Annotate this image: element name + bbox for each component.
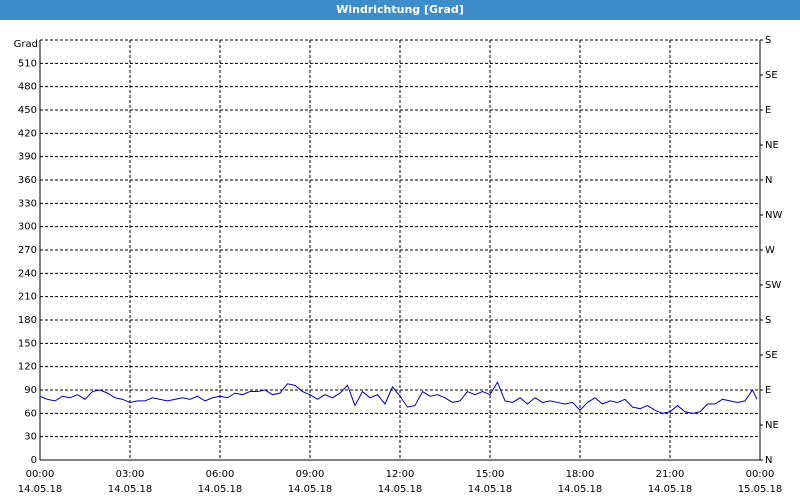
x-tick-date: 14.05.18	[558, 484, 603, 495]
y-tick-label: 60	[24, 408, 37, 419]
y-tick-label: 30	[24, 432, 37, 443]
y-tick-label: 390	[18, 152, 37, 163]
title-bar	[0, 0, 800, 20]
x-tick-date: 14.05.18	[198, 484, 243, 495]
y-tick-label: 330	[18, 198, 37, 209]
y2-tick-label: NE	[765, 420, 779, 431]
y-tick-label: 480	[18, 82, 37, 93]
x-tick-label: 00:00	[26, 469, 55, 480]
y2-tick-label: N	[765, 455, 772, 466]
y-tick-label: 360	[18, 175, 37, 186]
y2-tick-label: E	[765, 105, 771, 116]
y2-tick-label: S	[765, 35, 771, 46]
y-tick-label: 300	[18, 222, 37, 233]
y-tick-label: 90	[24, 385, 37, 396]
y2-tick-label: E	[765, 385, 771, 396]
y-tick-label: 180	[18, 315, 37, 326]
y-tick-label: 120	[18, 362, 37, 373]
x-tick-date: 14.05.18	[18, 484, 63, 495]
y2-tick-label: NE	[765, 140, 779, 151]
x-tick-label: 12:00	[386, 469, 415, 480]
y-tick-label: 0	[31, 455, 37, 466]
y-tick-label: 240	[18, 268, 37, 279]
x-tick-label: 18:00	[566, 469, 595, 480]
x-tick-date: 14.05.18	[468, 484, 513, 495]
y2-tick-label: W	[765, 245, 775, 256]
x-tick-date: 14.05.18	[108, 484, 153, 495]
x-tick-label: 21:00	[656, 469, 685, 480]
y-tick-label: 510	[18, 58, 37, 69]
x-tick-date: 14.05.18	[378, 484, 423, 495]
x-tick-date: 14.05.18	[288, 484, 333, 495]
x-tick-label: 00:00	[746, 469, 775, 480]
y2-tick-label: SE	[765, 350, 778, 361]
y-tick-label: 270	[18, 245, 37, 256]
y2-tick-label: S	[765, 315, 771, 326]
y-tick-label: 450	[18, 105, 37, 116]
y2-tick-label: NW	[765, 210, 782, 221]
x-tick-label: 15:00	[476, 469, 505, 480]
x-tick-label: 09:00	[296, 469, 325, 480]
x-tick-label: 06:00	[206, 469, 235, 480]
y2-tick-label: N	[765, 175, 772, 186]
y2-tick-label: SW	[765, 280, 781, 291]
y-tick-label: 420	[18, 128, 37, 139]
y2-tick-label: SE	[765, 70, 778, 81]
x-tick-date: 15.05.18	[738, 484, 783, 495]
chart-title: Windrichtung [Grad]	[336, 3, 464, 16]
y-tick-label: 150	[18, 338, 37, 349]
data-line	[39, 381, 758, 414]
y-axis-label: Grad	[14, 39, 38, 50]
x-tick-date: 14.05.18	[648, 484, 693, 495]
x-tick-label: 03:00	[116, 469, 145, 480]
y-tick-label: 210	[18, 292, 37, 303]
